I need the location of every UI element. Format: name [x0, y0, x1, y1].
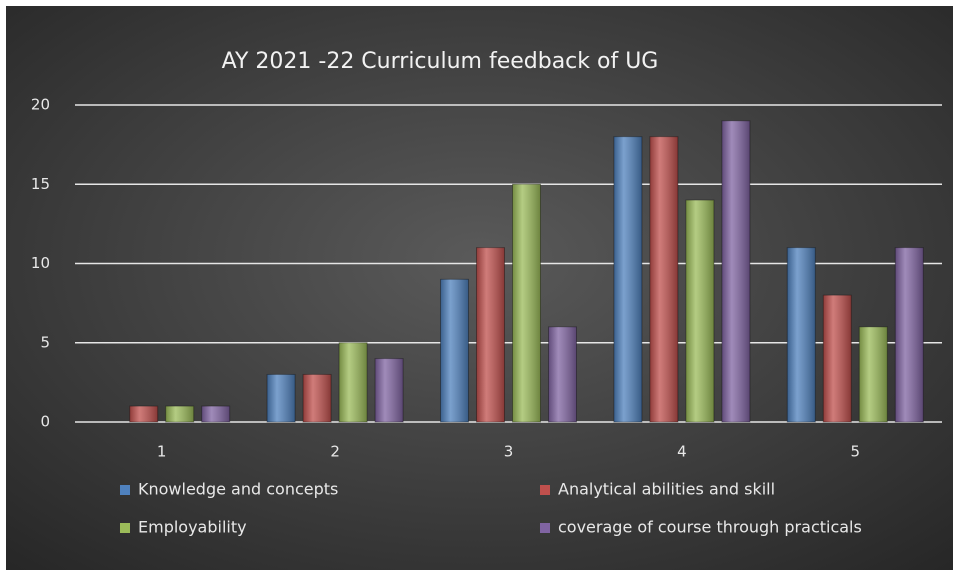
x-tick-label: 3: [504, 443, 514, 461]
bar: [894, 247, 924, 423]
legend-swatch: [120, 485, 130, 495]
legend-label: Knowledge and concepts: [138, 480, 338, 499]
bar: [440, 278, 469, 423]
bar: [302, 373, 332, 423]
legend-swatch: [540, 485, 550, 495]
bar: [649, 136, 679, 423]
bar: [822, 294, 852, 423]
bar: [858, 326, 888, 423]
bar: [201, 405, 231, 423]
bar: [476, 247, 505, 423]
bar: [374, 358, 404, 423]
x-tick-label: 5: [851, 443, 861, 461]
bar: [613, 136, 643, 423]
bar: [129, 405, 159, 423]
legend-label: Analytical abilities and skill: [558, 480, 775, 499]
y-tick-label: 5: [40, 333, 50, 351]
chart-title: AY 2021 -22 Curriculum feedback of UG: [222, 49, 659, 74]
bar: [165, 405, 195, 423]
labels: 0 5 10 15 20 1 2 3 4 5 Knowledge and concepts Analy…: [31, 96, 862, 537]
bar: [721, 120, 751, 423]
legend-label: Employability: [138, 518, 247, 537]
bar: [685, 199, 715, 423]
y-tick-label: 20: [31, 96, 50, 114]
bar: [266, 373, 296, 423]
x-tick-label: 2: [330, 443, 340, 461]
legend-swatch: [540, 523, 550, 533]
bar: [548, 326, 577, 423]
y-tick-label: 15: [31, 175, 50, 193]
x-tick-label: 4: [677, 443, 687, 461]
y-tick-label: 10: [31, 254, 50, 272]
bar: [512, 183, 541, 423]
bar: [786, 247, 816, 423]
legend-swatch: [120, 523, 130, 533]
y-tick-label: 0: [40, 413, 50, 431]
bar: [338, 342, 368, 423]
x-tick-label: 1: [157, 443, 167, 461]
legend-label: coverage of course through practicals: [558, 518, 862, 537]
